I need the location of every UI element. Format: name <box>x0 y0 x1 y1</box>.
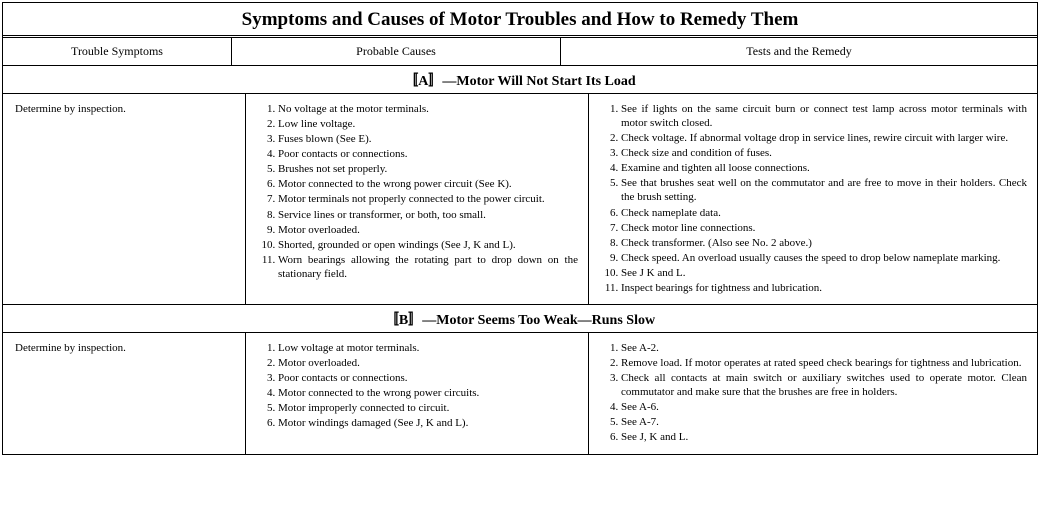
list-item: Examine and tighten all loose connection… <box>621 161 1027 175</box>
header-trouble-symptoms: Trouble Symptoms <box>3 38 232 65</box>
list-item: Service lines or transformer, or both, t… <box>278 208 578 222</box>
list-item: No voltage at the motor terminals. <box>278 102 578 116</box>
section-a-remedies-list: See if lights on the same circuit burn o… <box>601 102 1027 295</box>
list-item: Check motor line connections. <box>621 221 1027 235</box>
list-item: Brushes not set properly. <box>278 162 578 176</box>
list-item: Check all contacts at main switch or aux… <box>621 371 1027 399</box>
troubleshooting-table: Symptoms and Causes of Motor Troubles an… <box>2 2 1038 455</box>
section-b-symptom: Determine by inspection. <box>15 342 126 354</box>
list-item: Check voltage. If abnormal voltage drop … <box>621 131 1027 145</box>
list-item: Motor terminals not properly connected t… <box>278 192 578 206</box>
list-item: Check transformer. (Also see No. 2 above… <box>621 236 1027 250</box>
list-item: See that brushes seat well on the commut… <box>621 176 1027 204</box>
list-item: Check speed. An overload usually causes … <box>621 251 1027 265</box>
list-item: See J, K and L. <box>621 430 1027 444</box>
section-a-symptom: Determine by inspection. <box>15 103 126 115</box>
list-item: Motor connected to the wrong power circu… <box>278 386 578 400</box>
list-item: See A-7. <box>621 415 1027 429</box>
list-item: Remove load. If motor operates at rated … <box>621 356 1027 370</box>
list-item: Motor overloaded. <box>278 223 578 237</box>
list-item: Poor contacts or connections. <box>278 147 578 161</box>
header-probable-causes: Probable Causes <box>232 38 561 65</box>
list-item: See A-6. <box>621 400 1027 414</box>
list-item: See if lights on the same circuit burn o… <box>621 102 1027 130</box>
list-item: See J K and L. <box>621 266 1027 280</box>
list-item: Low line voltage. <box>278 117 578 131</box>
section-b-remedies-list: See A-2. Remove load. If motor operates … <box>601 341 1027 445</box>
list-item: Poor contacts or connections. <box>278 371 578 385</box>
section-a-body: Determine by inspection. No voltage at t… <box>3 94 1037 304</box>
list-item: Check size and condition of fuses. <box>621 146 1027 160</box>
section-b-title: 〚B〛—Motor Seems Too Weak—Runs Slow <box>3 304 1037 333</box>
header-tests-remedy: Tests and the Remedy <box>561 38 1038 65</box>
list-item: Worn bearings allowing the rotating part… <box>278 253 578 281</box>
section-b-body: Determine by inspection. Low voltage at … <box>3 333 1037 454</box>
list-item: Fuses blown (See E). <box>278 132 578 146</box>
list-item: Check nameplate data. <box>621 206 1027 220</box>
list-item: Low voltage at motor terminals. <box>278 341 578 355</box>
section-b-causes-list: Low voltage at motor terminals. Motor ov… <box>258 341 578 430</box>
section-a-causes-list: No voltage at the motor terminals. Low l… <box>258 102 578 281</box>
list-item: Motor connected to the wrong power circu… <box>278 177 578 191</box>
list-item: See A-2. <box>621 341 1027 355</box>
section-a-title: 〚A〛—Motor Will Not Start Its Load <box>3 65 1037 94</box>
list-item: Shorted, grounded or open windings (See … <box>278 238 578 252</box>
column-headers: Trouble Symptoms Probable Causes Tests a… <box>3 38 1037 65</box>
list-item: Motor overloaded. <box>278 356 578 370</box>
list-item: Inspect bearings for tightness and lubri… <box>621 281 1027 295</box>
list-item: Motor windings damaged (See J, K and L). <box>278 416 578 430</box>
list-item: Motor improperly connected to circuit. <box>278 401 578 415</box>
main-title: Symptoms and Causes of Motor Troubles an… <box>3 3 1037 35</box>
